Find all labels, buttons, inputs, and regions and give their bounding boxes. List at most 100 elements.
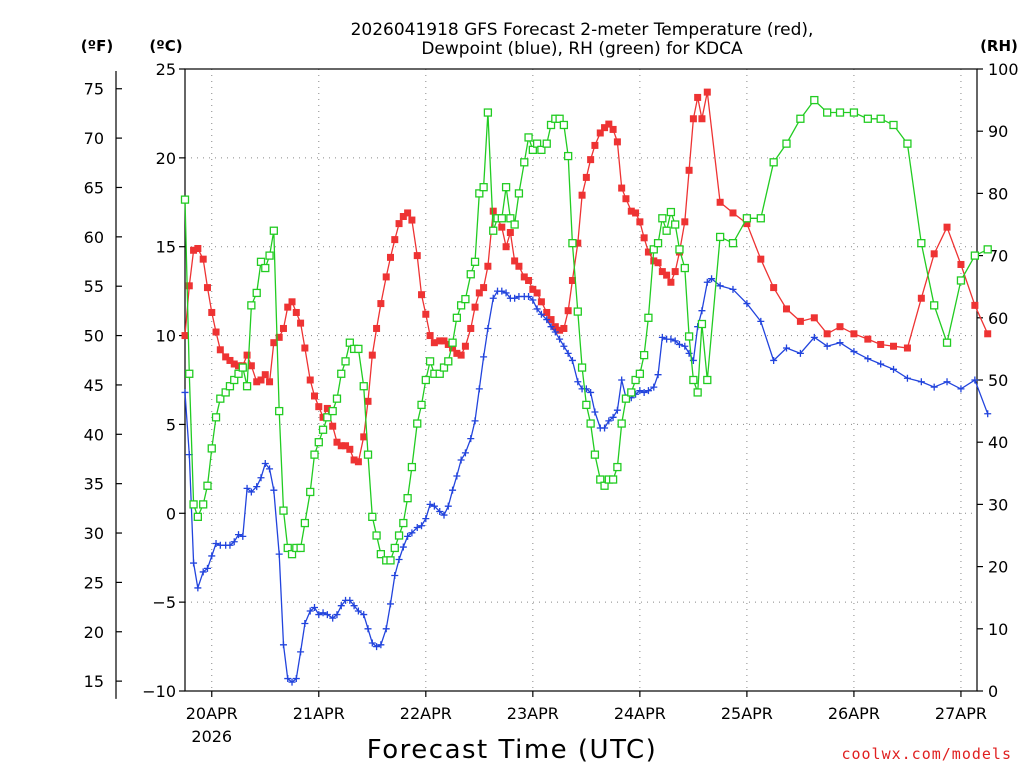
x-tick-label: 24APR [614, 704, 666, 723]
temperature-point [333, 438, 341, 446]
rh-point [600, 481, 609, 490]
chart-title-line2: Dewpoint (blue), RH (green) for KDCA [421, 39, 743, 59]
dewpoint-point [864, 355, 872, 363]
dewpoint-point [658, 333, 666, 341]
temperature-point [782, 305, 790, 313]
rh-point [983, 245, 992, 254]
temperature-point [181, 332, 189, 340]
temperature-point [230, 360, 238, 368]
fahrenheit-axis-label: (ºF) [81, 37, 113, 55]
rh-point [728, 239, 738, 248]
rh-point [666, 207, 676, 217]
temperature-point [667, 278, 675, 286]
dewpoint-point [930, 383, 938, 391]
celsius-tick-label: −10 [142, 682, 176, 701]
dewpoint-point [284, 675, 292, 683]
rh-point [199, 500, 208, 509]
temperature-point [457, 351, 465, 359]
temperature-point [957, 260, 965, 268]
dewpoint-point [547, 323, 555, 331]
rh-point [386, 556, 395, 565]
dewpoint-point [543, 316, 551, 324]
rh-point [528, 145, 537, 155]
dewpoint-point [391, 571, 399, 579]
rh-axis-label: (RH) [980, 37, 1018, 55]
rh-point [287, 550, 297, 559]
dewpoint-point [194, 584, 202, 592]
dewpoint-point [613, 406, 621, 414]
dewpoint-point [529, 296, 537, 304]
rh-point [582, 400, 591, 410]
dewpoint-point [301, 619, 309, 627]
rh-tick-label: 80 [988, 184, 1008, 203]
temperature-point [618, 184, 626, 192]
dewpoint-point [230, 538, 238, 546]
dewpoint-point [609, 413, 617, 421]
dewpoint-point [449, 486, 457, 494]
rh-tick-label: 0 [988, 682, 998, 701]
rh-point [876, 114, 885, 123]
rh-point [675, 245, 684, 254]
rh-point [300, 518, 310, 528]
temperature-point [449, 344, 457, 352]
rh-point [461, 294, 470, 304]
rh-point [742, 214, 752, 223]
x-tick-label: 26APR [828, 704, 880, 723]
temperature-point [810, 314, 818, 322]
temperature-point [650, 257, 658, 265]
temperature-point [757, 255, 765, 263]
temperature-point [311, 392, 319, 400]
dewpoint-point [311, 603, 319, 611]
temperature-point [475, 289, 483, 297]
temperature-point [222, 353, 230, 361]
dewpoint-point [199, 568, 207, 576]
rh-point [189, 500, 198, 509]
temperature-point [601, 124, 609, 132]
temperature-point [890, 342, 898, 350]
temperature-point [971, 301, 979, 309]
temperature-point [461, 342, 469, 350]
rh-tick-label: 20 [988, 558, 1008, 577]
temperature-point [329, 422, 337, 430]
temperature-point [587, 156, 595, 164]
rh-point [917, 239, 926, 248]
rh-point [221, 388, 230, 397]
temperature-point [622, 195, 630, 203]
dewpoint-point [489, 294, 497, 302]
rh-point [359, 382, 368, 391]
temperature-point [391, 236, 399, 244]
rh-point [318, 425, 328, 434]
rh-point [185, 369, 194, 378]
dewpoint-point [306, 607, 314, 615]
dewpoint-point [605, 417, 613, 425]
rh-point [275, 406, 284, 416]
axes: −10 −5 0 5 10 15 20 25 15 20 25 30 35 40 45 50 55 60 65 70 7… [84, 60, 1019, 746]
dewpoint-point [850, 348, 858, 356]
dewpoint-point [836, 339, 844, 347]
rh-point [555, 114, 564, 123]
rh-point [649, 245, 658, 254]
temperature-point [194, 244, 202, 252]
rh-point [889, 120, 898, 130]
temperature-point [663, 271, 671, 279]
rh-point [252, 288, 261, 298]
dewpoint-point [533, 305, 541, 313]
temperature-point [346, 445, 354, 453]
rh-point [546, 120, 556, 130]
temperature-point [430, 339, 438, 347]
temperature-point [243, 351, 251, 359]
temperature-point [551, 323, 559, 331]
temperature-point [364, 397, 372, 405]
dewpoint-point [239, 532, 247, 540]
temperature-point [582, 173, 590, 181]
rh-point [942, 338, 952, 347]
temperature-point [404, 209, 412, 217]
temperature-point [270, 339, 278, 347]
dewpoint-point [650, 383, 658, 391]
temperature-point [556, 326, 564, 334]
dewpoint-point [436, 508, 444, 516]
rh-point [684, 332, 694, 341]
dewpoint-point [203, 564, 211, 572]
dewpoint-point [382, 625, 390, 633]
dewpoint-point [426, 500, 434, 508]
